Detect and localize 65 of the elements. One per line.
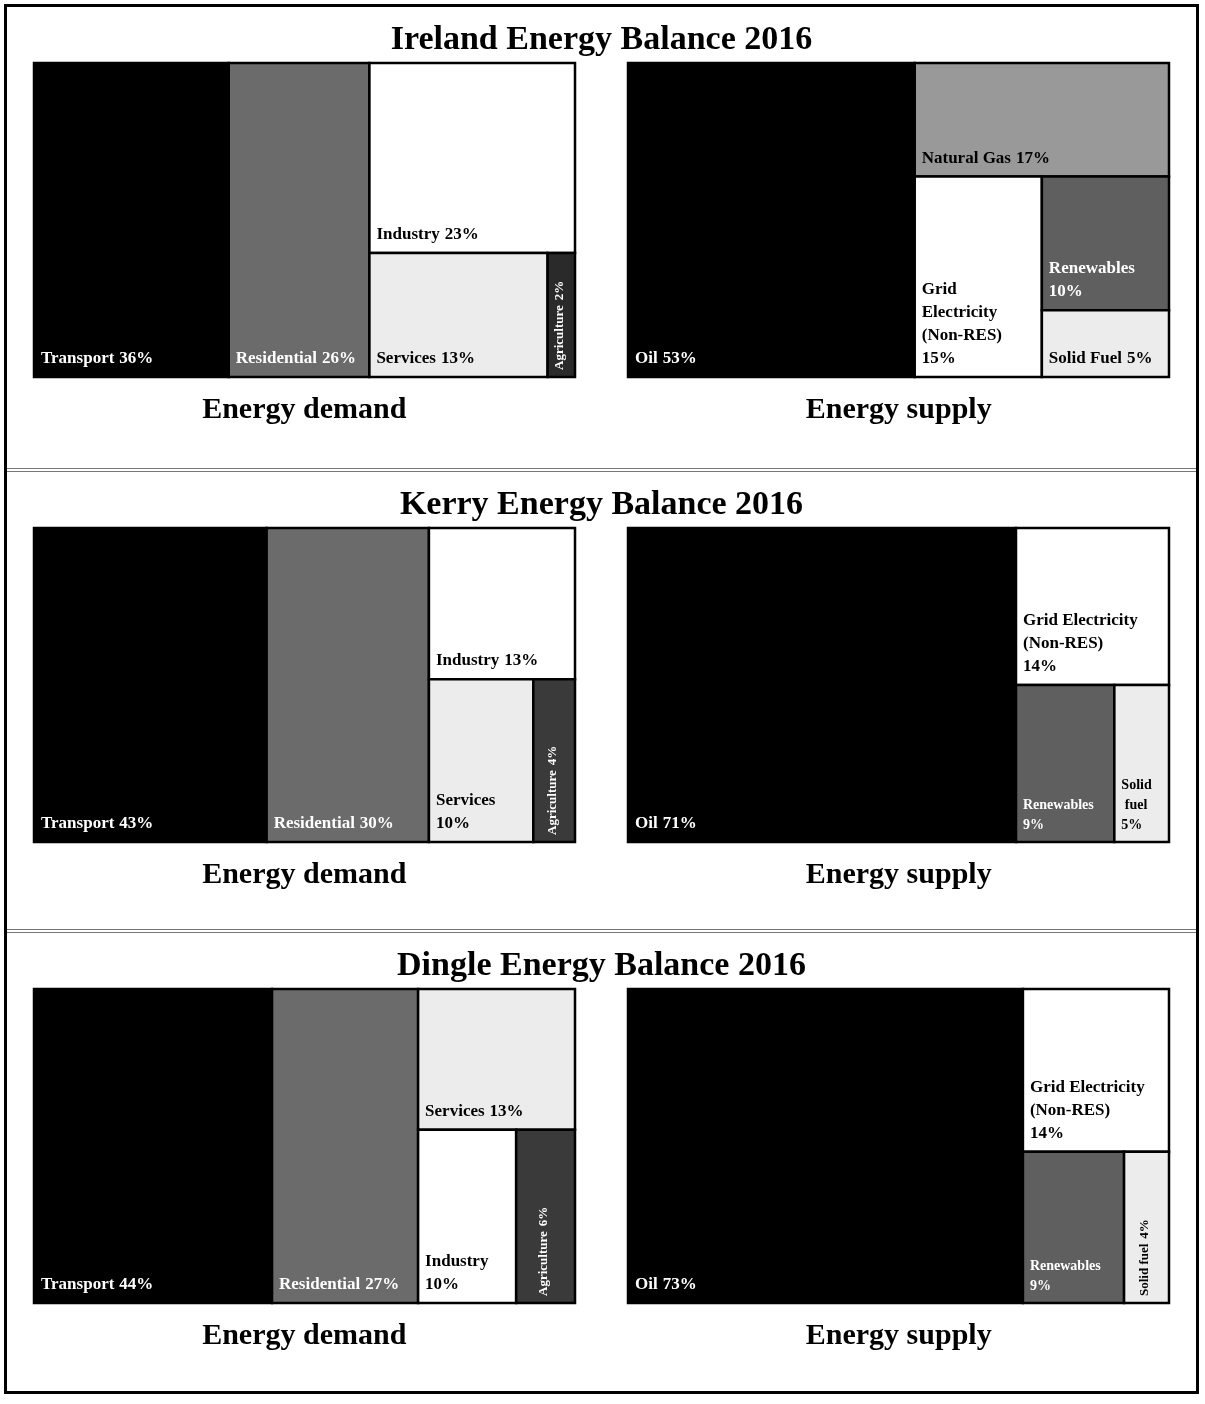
data-label: 14% (1030, 1122, 1065, 1142)
text: Energy supply (804, 391, 993, 425)
data-label: 53% (662, 348, 697, 367)
text: Energy demand (201, 856, 408, 890)
category-label: Services (376, 348, 437, 367)
data-label: 9% (1030, 1277, 1052, 1293)
data-label: 73% (662, 1274, 697, 1293)
category-label: Solid Fuel (1049, 348, 1123, 367)
data-label: 13% (440, 348, 475, 367)
data-label: 13% (503, 650, 538, 670)
category-label: Oil (635, 348, 659, 367)
category-label: Residential (278, 1274, 361, 1293)
category-label: Industry (435, 650, 500, 670)
category-label: Oil (635, 1274, 659, 1293)
data-label: 10% (1049, 281, 1084, 301)
category-label: Services (424, 1100, 485, 1120)
data-label: 6% (534, 1206, 550, 1227)
data-label: 36% (119, 348, 154, 367)
data-label: 4% (1136, 1219, 1152, 1239)
category-label: Agriculture (550, 305, 566, 370)
data-label: 44% (119, 1274, 154, 1293)
text: Energy demand (201, 1317, 408, 1351)
text: Kerry Energy Balance 2016 (398, 483, 805, 523)
data-label: 17% (1016, 147, 1051, 167)
category-label: Services (435, 790, 496, 809)
data-label: 9% (1023, 816, 1045, 832)
category-label: Renewables (1049, 258, 1136, 278)
category-label: Agriculture (543, 770, 559, 835)
data-label: 10% (424, 1274, 459, 1293)
data-label: 13% (489, 1100, 524, 1120)
data-label: 26% (321, 348, 356, 367)
text: Ireland Energy Balance 2016 (389, 18, 814, 58)
text: Energy demand (201, 391, 408, 425)
category-label: Grid Electricity (Non-RES) (1023, 610, 1143, 652)
data-label: 30% (359, 813, 394, 832)
category-label: Solid fuel (1136, 1243, 1152, 1296)
category-label: Renewables (1023, 796, 1095, 812)
data-label: 27% (365, 1274, 400, 1293)
category-label: Grid Electricity (Non-RES) (1030, 1076, 1150, 1119)
text: Energy supply (804, 856, 993, 890)
data-label: 14% (1023, 656, 1058, 675)
category-label: Grid Electricity (Non-RES) (921, 279, 1003, 344)
text: Energy supply (804, 1317, 993, 1351)
data-label: 5% (1121, 816, 1143, 832)
text: Dingle Energy Balance 2016 (396, 944, 807, 984)
category-label: Agriculture (534, 1231, 550, 1296)
data-label: 10% (435, 813, 470, 832)
category-label: Industry (424, 1251, 489, 1270)
data-label: 43% (119, 813, 154, 832)
category-label: Solid fuel (1121, 776, 1153, 812)
category-label: Natural Gas (921, 147, 1012, 167)
data-label: 2% (550, 280, 566, 301)
category-label: Renewables (1030, 1257, 1102, 1273)
data-label: 23% (444, 224, 479, 244)
data-label: 15% (921, 348, 956, 367)
category-label: Industry (376, 224, 440, 244)
category-label: Residential (273, 813, 355, 832)
category-label: Transport (40, 348, 115, 367)
data-label: 71% (662, 813, 697, 832)
data-label: 5% (1127, 348, 1153, 367)
data-label: 4% (543, 745, 559, 766)
category-label: Oil (635, 813, 659, 832)
category-label: Transport (40, 813, 115, 832)
category-label: Transport (40, 1274, 115, 1293)
category-label: Residential (235, 348, 318, 367)
